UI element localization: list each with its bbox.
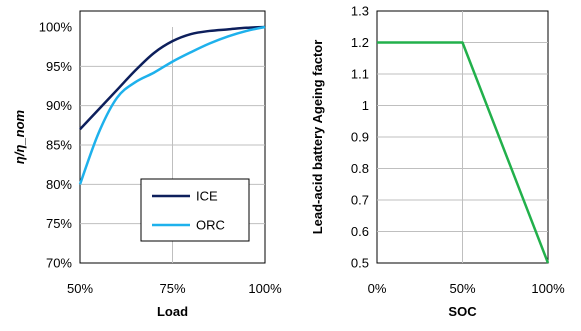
legend-label-ice: ICE: [196, 189, 218, 204]
left-y-tick-label: 95%: [46, 59, 72, 74]
left-x-tick-label: 100%: [248, 281, 282, 296]
left-y-tick-labels: 70% 75% 80% 85% 90% 95% 100%: [39, 20, 73, 271]
left-y-tick-label: 85%: [46, 138, 72, 153]
right-y-axis-title: Lead-acid battery Ageing factor: [310, 40, 325, 235]
right-x-axis-title: SOC: [448, 304, 477, 319]
right-y-tick-label: 1: [362, 98, 369, 113]
right-gridlines: [377, 11, 548, 263]
ageing-factor-chart: 0.50.60.70.80.911.11.21.3 0% 50% 100% SOC …: [310, 4, 565, 320]
right-y-tick-label: 0.5: [351, 256, 369, 271]
right-series-line-0: [377, 41, 550, 264]
left-y-axis-title: η/η_nom: [12, 109, 27, 164]
right-y-tick-labels: 0.5 0.6 0.7 0.8 0.9 1 1.1 1.2 1.3: [351, 4, 369, 271]
right-y-tick-label: 0.7: [351, 193, 369, 208]
left-x-tick-label: 50%: [67, 281, 93, 296]
left-x-tick-label: 75%: [159, 281, 185, 296]
legend-box: [140, 178, 250, 242]
right-y-tick-label: 0.8: [351, 161, 369, 176]
right-y-tick-label: 1.3: [351, 4, 369, 19]
right-y-tick-label: 0.6: [351, 224, 369, 239]
left-y-tick-label: 75%: [46, 216, 72, 231]
legend: ICE ORC: [140, 178, 250, 242]
right-x-tick-label: 50%: [449, 281, 475, 296]
right-y-tick-label: 1.1: [351, 67, 369, 82]
left-series-line-ice: [79, 25, 266, 131]
right-x-tick-label: 0%: [368, 281, 387, 296]
right-y-tick-label: 1.2: [351, 35, 369, 50]
left-y-tick-label: 70%: [46, 256, 72, 271]
right-series-lines: [377, 41, 550, 264]
left-series-line-orc: [78, 25, 266, 185]
left-y-tick-label: 100%: [39, 20, 73, 35]
left-y-tick-label: 80%: [46, 177, 72, 192]
left-y-tick-label: 90%: [46, 98, 72, 113]
left-x-tick-labels: 50% 75% 100%: [67, 281, 282, 296]
efficiency-chart: 70% 75% 80% 85% 90% 95% 100% 50% 75% 100% Load η…: [12, 10, 282, 319]
right-x-tick-label: 100%: [531, 281, 565, 296]
left-series-lines: [78, 25, 266, 185]
left-x-axis-title: Load: [157, 304, 188, 319]
legend-label-orc: ORC: [196, 218, 225, 233]
right-y-tick-label: 0.9: [351, 130, 369, 145]
right-x-tick-labels: 0% 50% 100%: [368, 281, 565, 296]
